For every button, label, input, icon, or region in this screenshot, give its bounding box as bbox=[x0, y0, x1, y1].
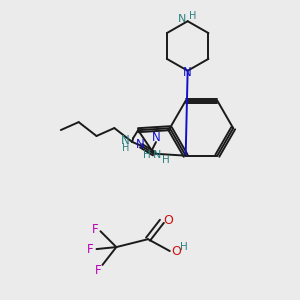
Text: H: H bbox=[180, 242, 188, 252]
Text: O: O bbox=[171, 244, 181, 258]
Text: N: N bbox=[152, 130, 160, 144]
Text: H: H bbox=[162, 155, 170, 165]
Text: N: N bbox=[178, 14, 187, 24]
Text: H: H bbox=[189, 11, 196, 21]
Text: H: H bbox=[143, 150, 151, 160]
Text: F: F bbox=[95, 264, 102, 278]
Text: N: N bbox=[136, 138, 145, 151]
Text: O: O bbox=[163, 214, 173, 227]
Text: F: F bbox=[87, 243, 94, 256]
Text: N: N bbox=[183, 66, 192, 79]
Text: F: F bbox=[92, 223, 99, 236]
Text: H: H bbox=[122, 143, 129, 153]
Text: N: N bbox=[153, 150, 161, 160]
Text: N: N bbox=[121, 134, 130, 147]
